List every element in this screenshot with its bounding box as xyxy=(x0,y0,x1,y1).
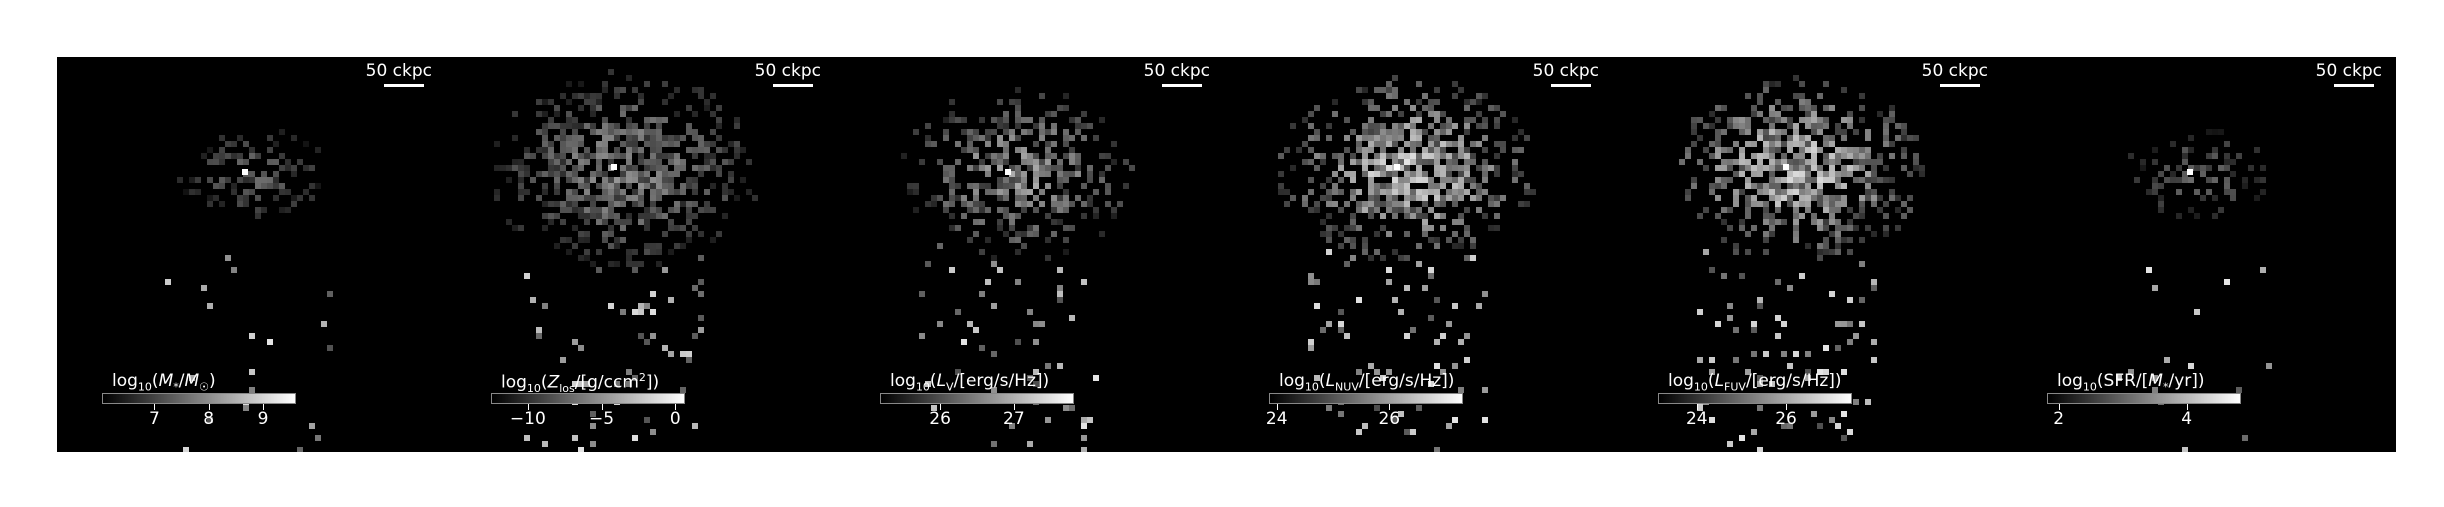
colorbar-tick xyxy=(1696,404,1698,410)
panel-v-luminosity: 50 ckpc log10(LV/[erg/s/Hz]) 26 27 xyxy=(835,57,1224,452)
scalebar-line xyxy=(2334,84,2374,87)
colorbar xyxy=(491,393,685,404)
colorbar-tick-label: 24 xyxy=(1685,409,1708,429)
map-image xyxy=(1224,57,1613,452)
colorbar xyxy=(2047,393,2241,404)
figure: 50 ckpc log10(M*/M☉) 7 8 9 50 ckpc log10(Z… xyxy=(57,57,2396,452)
colorbar-tick-label: 24 xyxy=(1265,409,1288,429)
colorbar-label: log10(LFUV/[erg/s/Hz]) xyxy=(1668,371,1842,394)
colorbar-tick-label: 26 xyxy=(929,409,951,429)
scalebar-line xyxy=(1162,84,1202,87)
map-image xyxy=(835,57,1224,452)
colorbar-label: log10(LNUV/[erg/s/Hz]) xyxy=(1279,371,1455,394)
panel-fuv-luminosity: 50 ckpc log10(LFUV/[erg/s/Hz]) 24 26 xyxy=(1613,57,2002,452)
map-image xyxy=(446,57,835,452)
colorbar xyxy=(880,393,1074,404)
colorbar-tick xyxy=(1389,404,1391,410)
map-image xyxy=(2002,57,2391,452)
colorbar-tick-label: 0 xyxy=(669,409,681,429)
colorbar-label: log10(M*/M☉) xyxy=(112,371,216,394)
scalebar-label: 50 ckpc xyxy=(1921,61,1988,81)
scalebar-label: 50 ckpc xyxy=(1532,61,1599,81)
scalebar-line xyxy=(1551,84,1591,87)
scalebar-label: 50 ckpc xyxy=(754,61,821,81)
colorbar-tick-label: 26 xyxy=(1378,409,1401,429)
colorbar-tick-label: 2 xyxy=(2053,409,2065,429)
panel-metallicity: 50 ckpc log10(Zlos/[g/ccm2]) −10 −5 0 xyxy=(446,57,835,452)
panel-stellar-mass: 50 ckpc log10(M*/M☉) 7 8 9 xyxy=(57,57,446,452)
map-image xyxy=(57,57,446,452)
map-image xyxy=(1613,57,2002,452)
colorbar-tick xyxy=(2058,404,2060,410)
colorbar-tick xyxy=(2186,404,2188,410)
colorbar-tick xyxy=(940,404,942,410)
colorbar-tick-label: 27 xyxy=(1003,409,1025,429)
panel-sfr: 50 ckpc log10(SFR/[M*/yr]) 2 4 xyxy=(2002,57,2396,452)
colorbar-label: log10(Zlos/[g/ccm2]) xyxy=(501,371,660,396)
colorbar-tick xyxy=(601,404,603,410)
colorbar-label: log10(SFR/[M*/yr]) xyxy=(2057,371,2205,394)
colorbar-tick xyxy=(154,404,156,410)
scalebar-line xyxy=(384,84,424,87)
colorbar-tick xyxy=(208,404,210,410)
colorbar xyxy=(102,393,296,404)
panel-nuv-luminosity: 50 ckpc log10(LNUV/[erg/s/Hz]) 24 26 xyxy=(1224,57,1613,452)
colorbar-tick xyxy=(1013,404,1015,410)
colorbar-label: log10(LV/[erg/s/Hz]) xyxy=(890,371,1050,394)
colorbar-tick-label: 8 xyxy=(203,409,215,429)
scalebar-line xyxy=(773,84,813,87)
colorbar-tick-label: 7 xyxy=(148,409,160,429)
colorbar-tick-label: −10 xyxy=(509,409,546,429)
colorbar-tick-label: 4 xyxy=(2181,409,2193,429)
scalebar-label: 50 ckpc xyxy=(365,61,432,81)
colorbar-tick xyxy=(527,404,529,410)
colorbar-tick xyxy=(263,404,265,410)
scalebar-line xyxy=(1940,84,1980,87)
colorbar xyxy=(1658,393,1852,404)
colorbar-tick-label: 26 xyxy=(1775,409,1797,429)
scalebar-label: 50 ckpc xyxy=(2315,61,2382,81)
scalebar-label: 50 ckpc xyxy=(1143,61,1210,81)
colorbar xyxy=(1269,393,1463,404)
colorbar-tick xyxy=(675,404,677,410)
colorbar-tick xyxy=(1786,404,1788,410)
colorbar-tick-label: 9 xyxy=(257,409,269,429)
colorbar-tick xyxy=(1276,404,1278,410)
colorbar-tick-label: −5 xyxy=(589,409,615,429)
